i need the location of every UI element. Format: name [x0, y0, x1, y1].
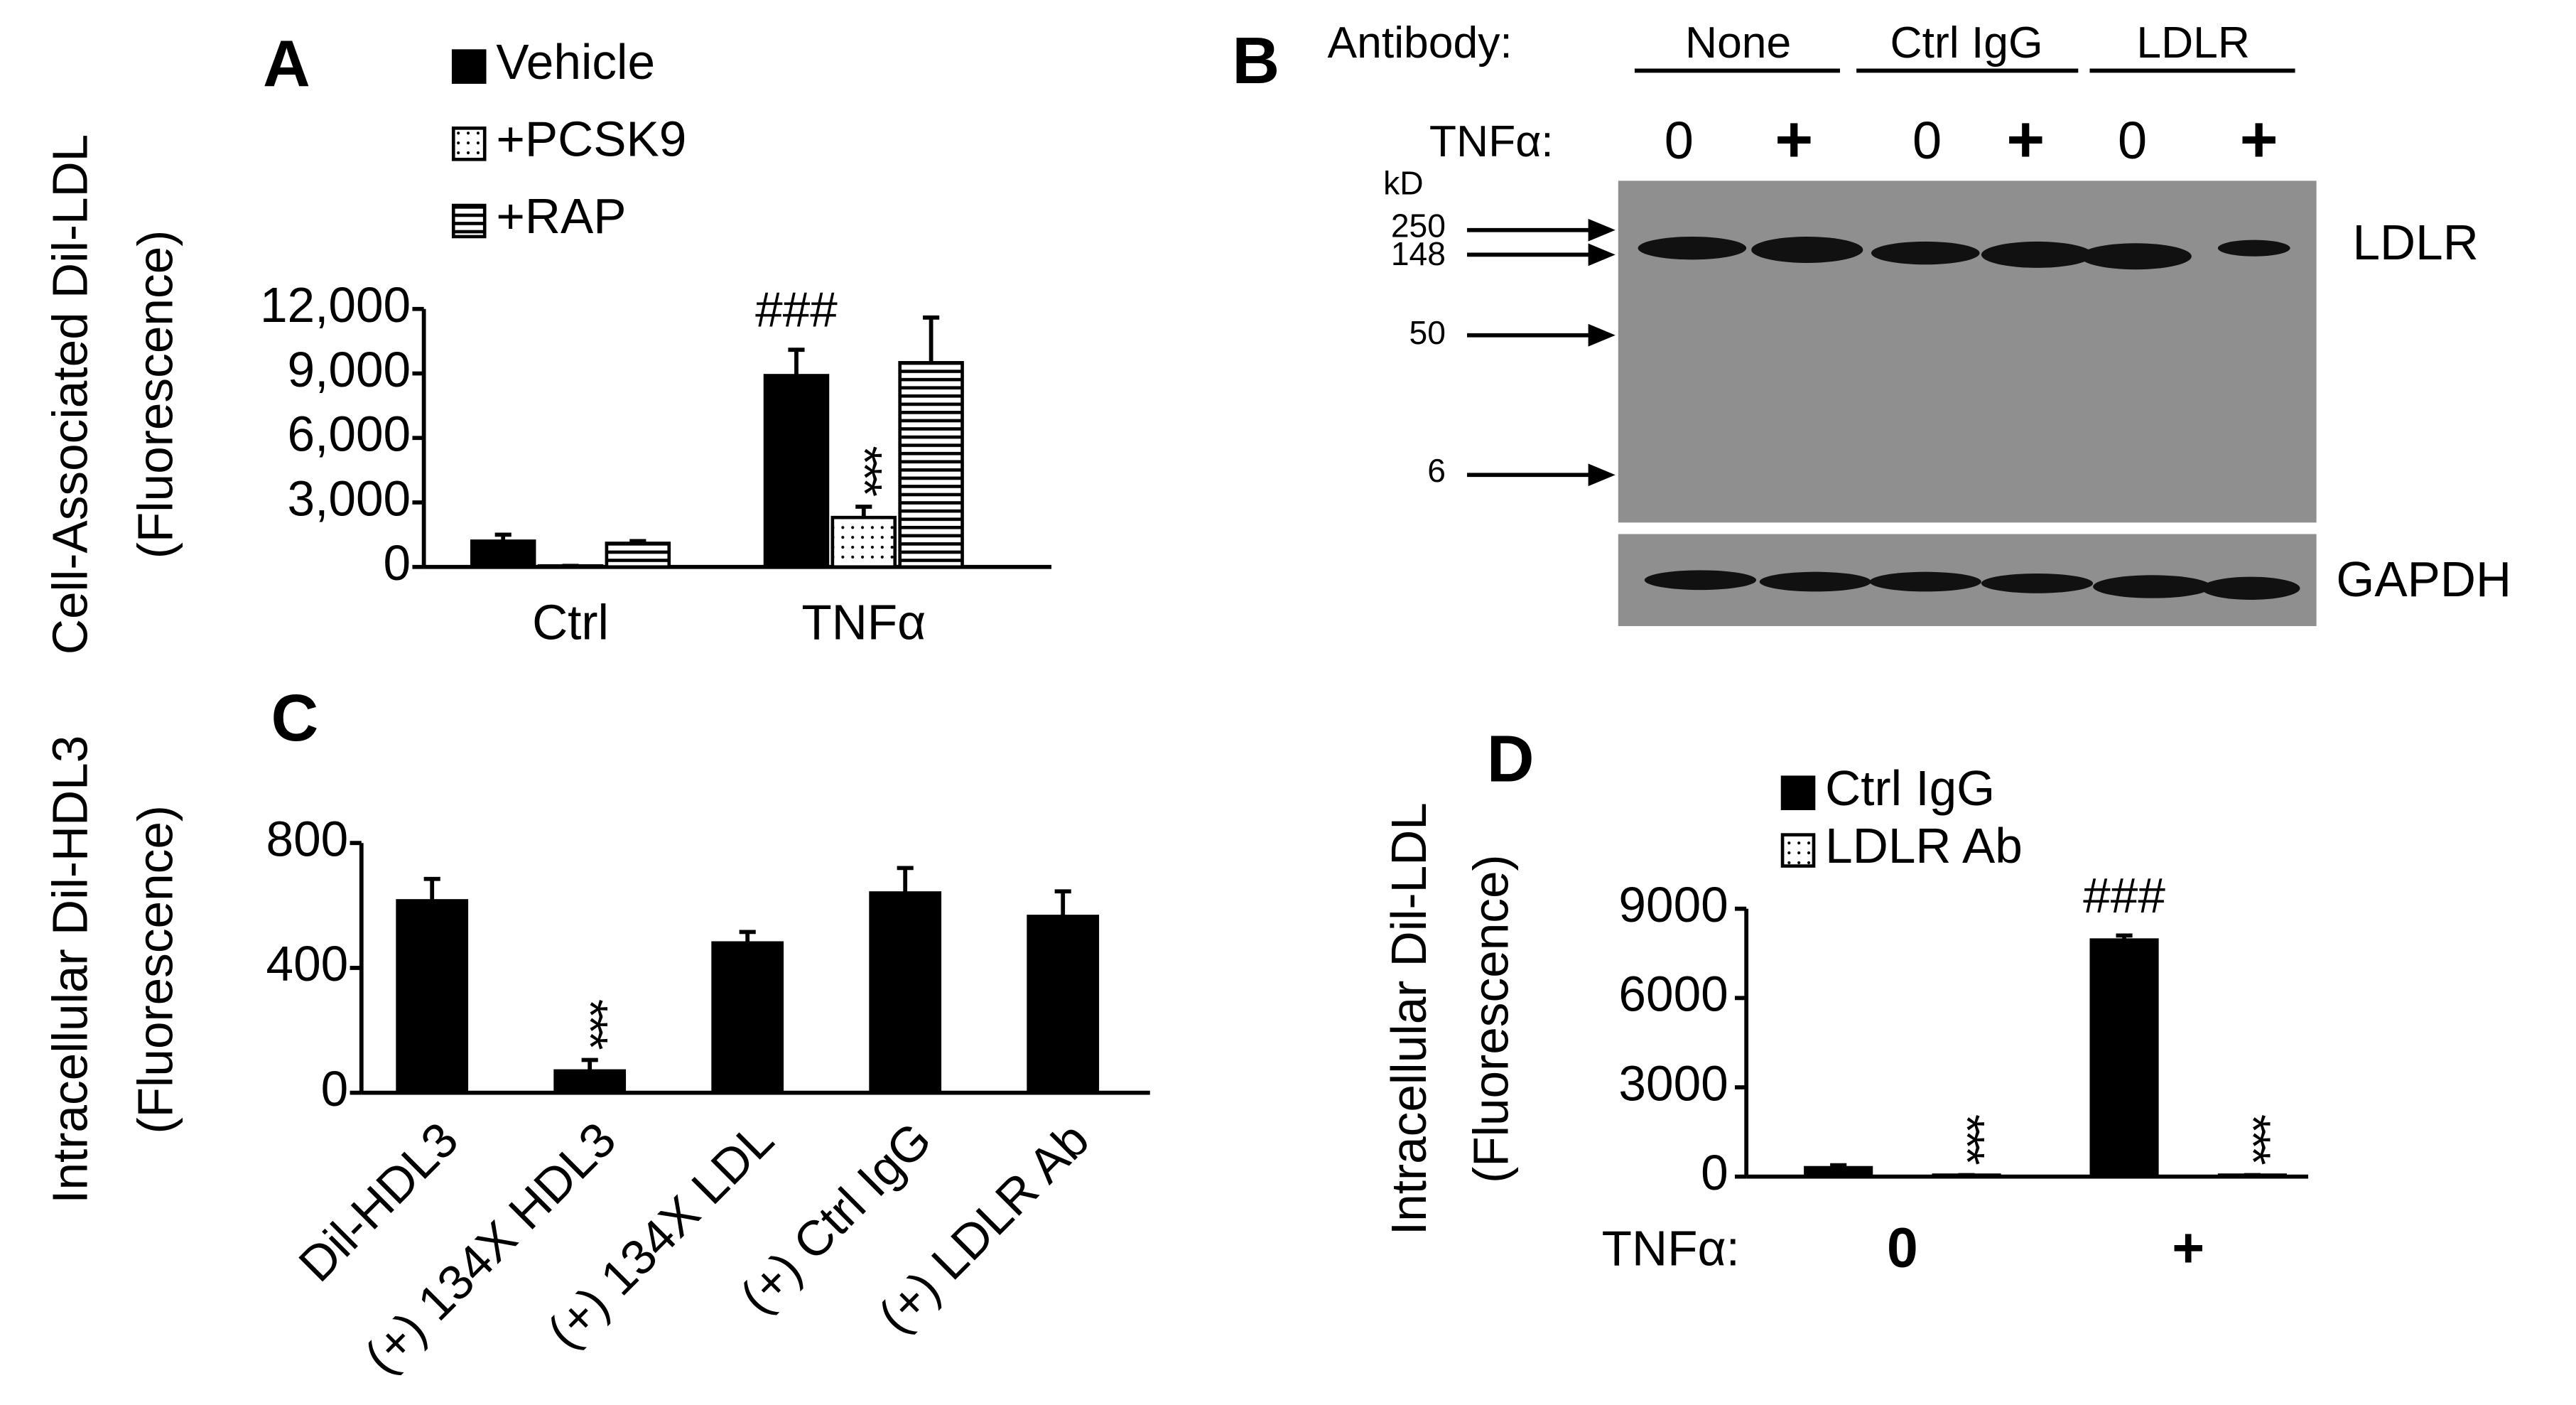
- error-bar: [855, 505, 872, 518]
- y-tick-label: 6,000: [288, 407, 411, 462]
- panel-letter: C: [271, 681, 319, 755]
- y-tick-label: 0: [1701, 1145, 1728, 1200]
- y-axis-label: (Fluorescence): [1463, 854, 1519, 1183]
- legend-label: LDLR Ab: [1825, 818, 2023, 873]
- error-bar: [629, 539, 646, 544]
- marker-label: 50: [1409, 314, 1446, 351]
- error-bar: [897, 866, 914, 893]
- lane-label: +: [1775, 102, 1813, 176]
- lane-label: 0: [1912, 111, 1942, 170]
- lane-label: +: [2006, 102, 2045, 176]
- error-bar: [1054, 889, 1071, 917]
- y-tick-label: 800: [266, 812, 349, 867]
- y-tick-label: 400: [266, 936, 349, 991]
- blot-membrane: [1618, 181, 2317, 523]
- legend-label: +PCSK9: [496, 111, 686, 166]
- y-tick-label: 9000: [1618, 877, 1728, 932]
- panel-letter: D: [1487, 722, 1535, 796]
- x-tick-label: TNFα: [801, 594, 926, 650]
- error-bar: [923, 315, 940, 363]
- marker-label: 250: [1391, 208, 1446, 244]
- y-tick-label: 0: [321, 1061, 349, 1116]
- annotation: ###: [2083, 868, 2165, 923]
- y-axis-label: Intracellular Dil-LDL: [1381, 802, 1436, 1235]
- panel-letter: B: [1232, 23, 1279, 97]
- error-bar: [788, 348, 805, 376]
- antibody-label: Antibody:: [1328, 18, 1512, 68]
- y-axis-label: (Fluorescence): [128, 805, 183, 1134]
- bar: [711, 941, 784, 1094]
- legend-label: +RAP: [496, 188, 626, 244]
- y-axis-label: (Fluorescence): [128, 230, 183, 559]
- legend-swatch: [1780, 775, 1816, 810]
- annotation: ***: [563, 999, 618, 1050]
- bar: [1027, 915, 1100, 1094]
- panel-letter: A: [263, 27, 310, 101]
- y-tick-label: 9,000: [288, 342, 411, 397]
- legend-label: Ctrl IgG: [1825, 760, 1995, 816]
- band-label: LDLR: [2353, 215, 2479, 270]
- legend-swatch: [451, 203, 487, 239]
- group-label: None: [1685, 18, 1791, 68]
- legend-label: Vehicle: [496, 34, 655, 90]
- annotation: ***: [2225, 1114, 2280, 1165]
- error-bar: [423, 876, 440, 901]
- error-bar: [1830, 1163, 1847, 1168]
- group-label: Ctrl IgG: [1890, 18, 2043, 68]
- annotation: ***: [837, 446, 892, 496]
- bar: [898, 361, 964, 569]
- legend-swatch: [451, 126, 487, 161]
- y-tick-label: 12,000: [260, 277, 411, 333]
- kd-label: kD: [1383, 165, 1424, 202]
- y-axis-label: Cell-Associated Dil-LDL: [42, 134, 97, 655]
- lane-label: 0: [2118, 111, 2147, 170]
- blot-panel: B Antibody: None Ctrl IgG LDLR TNFα: 0 +…: [1232, 18, 2511, 626]
- marker-label: 148: [1391, 235, 1446, 272]
- y-tick-label: 0: [384, 535, 411, 591]
- bar: [830, 515, 897, 569]
- error-bar: [2116, 933, 2133, 940]
- error-bar: [581, 1057, 598, 1071]
- bar: [605, 542, 671, 569]
- bar: [869, 891, 942, 1094]
- tnf-label: TNFα:: [1429, 117, 1554, 166]
- y-tick-label: 3,000: [288, 470, 411, 526]
- bar: [763, 374, 830, 569]
- legend-swatch: [451, 49, 487, 84]
- y-tick-label: 3000: [1618, 1055, 1728, 1111]
- y-tick-label: 6000: [1618, 967, 1728, 1022]
- blot-bands: [1638, 236, 2300, 600]
- annotation: ###: [755, 282, 838, 338]
- x-tick-label: +: [2172, 1217, 2204, 1279]
- group-label: LDLR: [2136, 18, 2250, 68]
- x-tick-label: Ctrl: [532, 594, 609, 650]
- bar: [470, 539, 536, 569]
- error-bar: [739, 930, 756, 943]
- bar: [1804, 1166, 1873, 1178]
- error-bar: [494, 532, 512, 542]
- bar: [396, 899, 469, 1094]
- annotation: ***: [1939, 1114, 1995, 1165]
- x-axis-label: TNFα:: [1602, 1220, 1740, 1276]
- x-tick-label: 0: [1887, 1217, 1918, 1279]
- marker-label: 6: [1427, 452, 1446, 489]
- lane-label: +: [2240, 102, 2278, 176]
- bar: [2089, 938, 2159, 1178]
- marker-arrows: [1467, 218, 1616, 487]
- lane-label: 0: [1665, 111, 1694, 170]
- y-axis-label: Intracellular Dil-HDL3: [42, 736, 97, 1204]
- legend-swatch: [1780, 833, 1816, 868]
- band-label: GAPDH: [2336, 551, 2511, 607]
- bar: [553, 1069, 627, 1094]
